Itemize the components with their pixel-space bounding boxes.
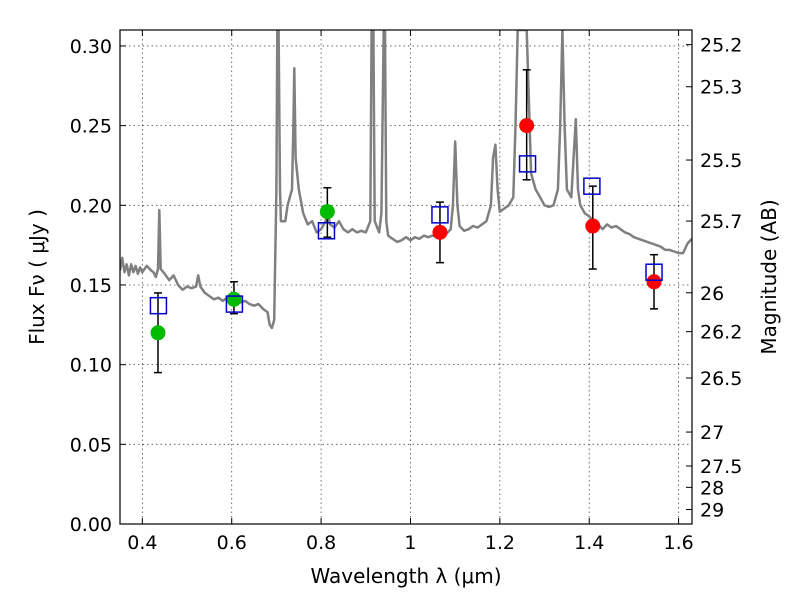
x-tick-label: 0.8 <box>306 532 336 554</box>
x-tick-label: 0.4 <box>127 532 157 554</box>
model-point <box>317 222 336 240</box>
model-point <box>225 295 244 313</box>
y2-tick-label: 25.7 <box>700 211 742 233</box>
x-tick-label: 1.6 <box>663 532 693 554</box>
y-tick-label: 0.15 <box>70 275 112 297</box>
axis-ticks: 0.4 0.6 0.8 1 1.2 1.4 1.6 0.00 0.05 0.10 0.15 0.20 0… <box>70 30 742 554</box>
observed-points <box>150 118 662 341</box>
y2-tick-label: 28 <box>700 477 724 499</box>
y2-tick-label: 25.5 <box>700 150 742 172</box>
model-point <box>431 206 449 224</box>
y2-axis-label: Magnitude (AB) <box>757 199 781 354</box>
y2-tick-label: 27 <box>700 422 724 444</box>
model-point <box>518 155 537 173</box>
x-tick-label: 1.2 <box>485 532 515 554</box>
observed-point <box>226 291 242 307</box>
model-photometry-points <box>149 155 663 315</box>
error-bars <box>153 69 659 374</box>
y-tick-label: 0.20 <box>70 195 112 217</box>
x-tick-label: 1.4 <box>574 532 604 554</box>
model-point <box>149 296 168 315</box>
y2-tick-label: 26 <box>700 283 724 305</box>
y2-tick-label: 25.3 <box>700 77 742 99</box>
y-tick-label: 0.30 <box>70 36 112 58</box>
x-tick-label: 0.6 <box>217 532 247 554</box>
observed-point <box>519 118 535 134</box>
plot-frame <box>119 29 693 525</box>
x-tick-label: 1 <box>404 532 416 554</box>
y2-tick-label: 26.2 <box>700 322 742 344</box>
observed-point <box>646 274 662 290</box>
observed-point <box>150 325 166 341</box>
y2-tick-label: 26.5 <box>700 368 742 390</box>
y-tick-label: 0.05 <box>70 434 112 456</box>
y-tick-label: 0.00 <box>70 514 112 536</box>
observed-point <box>319 204 335 220</box>
observed-point <box>585 218 601 234</box>
grid-lines <box>120 30 692 525</box>
model-spectrum <box>120 30 692 330</box>
model-point <box>583 177 601 195</box>
y-tick-label: 0.25 <box>70 116 112 138</box>
x-axis-label: Wavelength λ (μm) <box>310 564 501 588</box>
spectrum-line <box>120 30 692 330</box>
y2-tick-label: 29 <box>700 499 724 521</box>
y-tick-label: 0.10 <box>70 355 112 377</box>
model-point <box>645 263 663 281</box>
y2-tick-label: 27.5 <box>700 456 742 478</box>
observed-point <box>432 224 448 240</box>
y-axis-label: Flux Fν ( μJy ) <box>25 209 49 345</box>
y2-tick-label: 25.2 <box>700 35 742 57</box>
